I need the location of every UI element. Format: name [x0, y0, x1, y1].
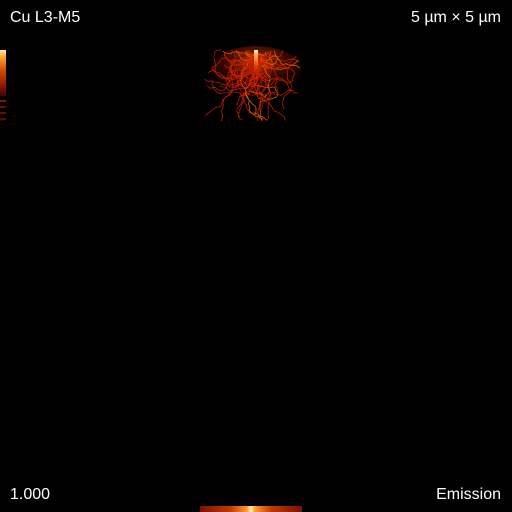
- element-line-label: Cu L3-M5: [10, 9, 80, 27]
- beam-entry-point: [254, 50, 258, 76]
- lateral-profile-bar: [200, 506, 302, 512]
- signal-mode-label: Emission: [436, 486, 501, 504]
- intensity-value-label: 1.000: [10, 486, 50, 504]
- field-of-view-label: 5 µm × 5 µm: [411, 9, 501, 27]
- depth-profile-bar: [0, 50, 6, 122]
